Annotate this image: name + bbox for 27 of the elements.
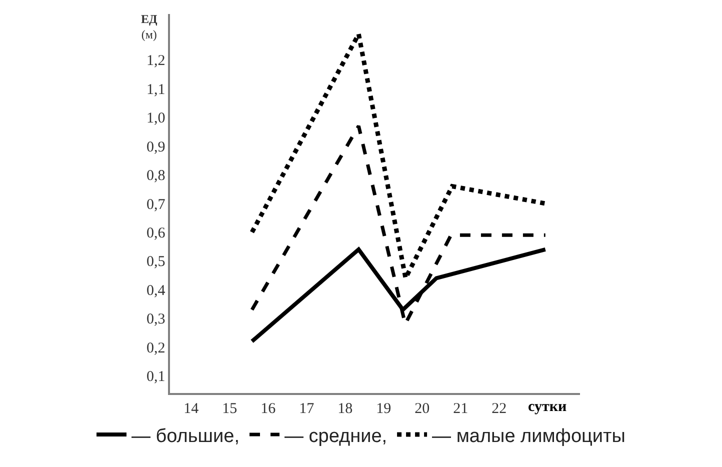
x-tick-label: 15 <box>222 400 238 417</box>
legend-label: — малые лимфоциты <box>432 426 626 447</box>
x-tick-label: 17 <box>299 400 315 417</box>
y-tick-label: 0,8 <box>146 168 166 184</box>
y-tick-label: 0,2 <box>146 340 166 356</box>
x-tick-label: 18 <box>338 400 353 417</box>
x-tick-label: 19 <box>376 400 392 417</box>
y-tick-label: 0,4 <box>146 282 166 299</box>
y-tick-label: 1,1 <box>146 82 166 98</box>
legend-label: — средние, <box>284 426 388 447</box>
y-tick-label: 0,3 <box>146 312 166 328</box>
y-tick-label: 0,6 <box>146 225 166 242</box>
x-tick-label: 22 <box>492 400 507 417</box>
x-tick-label: 16 <box>260 400 276 417</box>
x-tick-label: 14 <box>184 400 200 417</box>
y-tick-label: 1,0 <box>146 110 166 127</box>
x-tick-label: 20 <box>414 400 430 417</box>
y-tick-label: 0,7 <box>146 196 166 213</box>
line-series <box>250 32 548 280</box>
y-axis-title: ЕД (м) <box>141 12 158 42</box>
y-tick-label: 0,1 <box>146 369 166 386</box>
legend-label: — большие, <box>132 426 240 447</box>
y-tick-label: 0,5 <box>146 254 166 270</box>
x-axis-title: сутки <box>528 399 567 415</box>
x-tick-label: 21 <box>453 400 468 417</box>
y-tick-label: 0,9 <box>146 139 166 156</box>
y-tick-label: 1,2 <box>146 53 166 70</box>
